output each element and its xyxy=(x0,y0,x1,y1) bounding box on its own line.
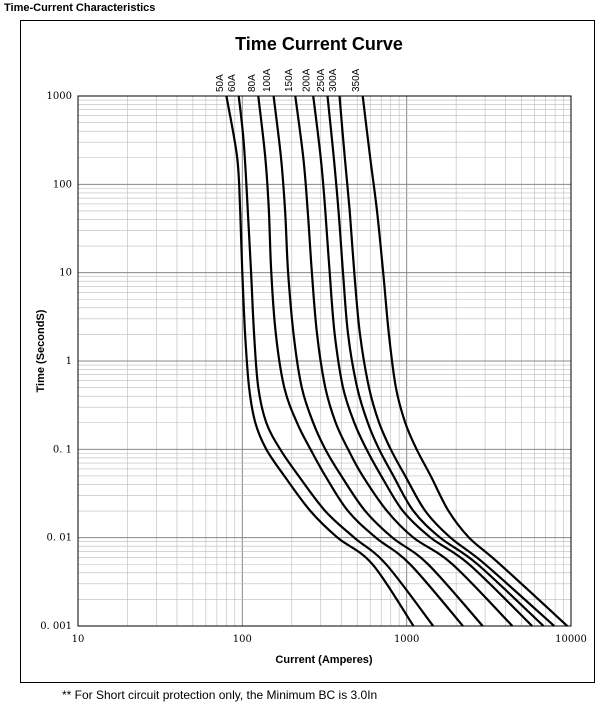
y-tick-label: 0. 01 xyxy=(47,533,72,544)
chart-grid xyxy=(77,96,571,627)
series-label-300a: 300A xyxy=(328,68,339,92)
x-tick-label: 10 xyxy=(72,634,85,645)
x-tick-label: 10000 xyxy=(555,634,587,645)
curve-60a xyxy=(237,95,435,627)
series-labels: 50A 60A 80A 100A 150A 200A 250A 300A 350A xyxy=(215,68,362,92)
footnote: ** For Short circuit protection only, th… xyxy=(62,688,378,702)
series-label-50a: 50A xyxy=(215,74,226,92)
curve-300a xyxy=(338,95,555,627)
y-tick-label: 1000 xyxy=(47,91,72,102)
curve-100a xyxy=(272,95,484,627)
series-label-100a: 100A xyxy=(262,68,273,92)
x-tick-label: 1000 xyxy=(394,634,419,645)
y-tick-label: 0. 1 xyxy=(53,444,72,455)
y-axis-label: Time (SecondS) xyxy=(35,309,47,392)
chart-title: Time Current Curve xyxy=(235,34,403,54)
series-label-60a: 60A xyxy=(227,74,238,92)
curve-group xyxy=(225,95,569,627)
series-label-250a: 250A xyxy=(316,68,327,92)
plot-border xyxy=(77,95,572,627)
curve-200a xyxy=(312,95,533,627)
curve-350a xyxy=(361,95,569,627)
curve-50a xyxy=(225,95,415,627)
series-label-80a: 80A xyxy=(247,74,258,92)
x-tick-label: 100 xyxy=(233,634,252,645)
curve-80a xyxy=(257,95,464,627)
curve-250a xyxy=(326,95,545,627)
chart-frame xyxy=(20,20,595,683)
series-label-200a: 200A xyxy=(302,68,313,92)
y-tick-label: 10 xyxy=(59,268,72,279)
curve-150a xyxy=(294,95,514,627)
y-tick-label: 1 xyxy=(66,356,72,367)
series-label-150a: 150A xyxy=(284,68,295,92)
y-tick-label: 100 xyxy=(53,179,72,190)
series-label-350a: 350A xyxy=(351,68,362,92)
page-heading: Time-Current Characteristics xyxy=(4,2,156,14)
x-axis-label: Current (Amperes) xyxy=(275,654,373,666)
tick-labels: 10 100 1000 10000 1000 100 10 1 0. 1 0. 01 0. 001 xyxy=(40,91,587,645)
y-tick-label: 0. 001 xyxy=(40,621,72,632)
